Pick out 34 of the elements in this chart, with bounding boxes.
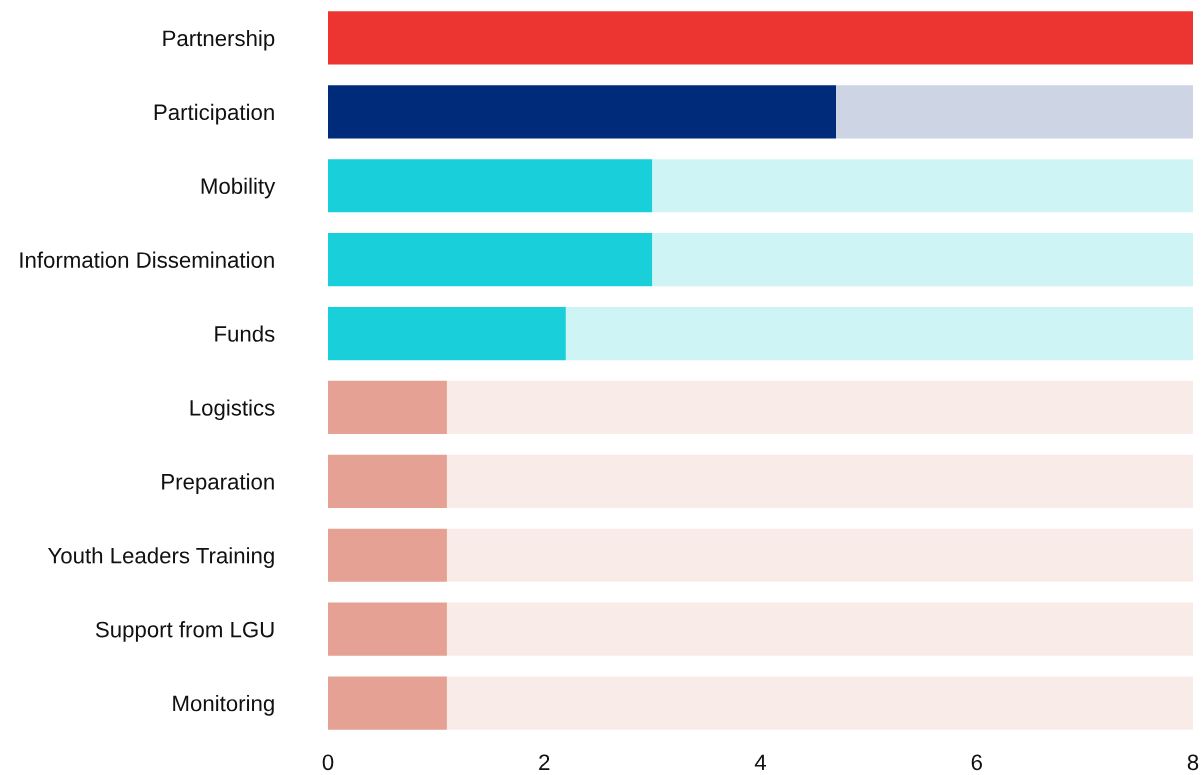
bar — [328, 602, 447, 656]
bar — [446, 602, 1193, 656]
bar — [328, 306, 566, 361]
bar — [328, 454, 447, 508]
y-tick-label: Partnership — [163, 29, 275, 51]
y-tick-label: Support from LGU — [95, 621, 274, 642]
x-tick-label: 0 — [322, 754, 334, 771]
bar — [328, 233, 653, 287]
x-tick-label: 4 — [754, 754, 767, 770]
bar — [446, 380, 1193, 435]
bar — [328, 85, 837, 139]
y-tick-label: Monitoring — [173, 695, 274, 716]
bar — [328, 676, 447, 730]
bar — [328, 528, 447, 582]
x-tick-label: 2 — [539, 754, 550, 770]
x-tick-label: 6 — [971, 754, 982, 771]
bar — [652, 159, 1193, 213]
y-tick-label: Information Dissemination — [20, 251, 274, 268]
bar — [446, 454, 1193, 508]
bar — [328, 11, 1193, 65]
y-tick-label: Mobility — [201, 177, 276, 199]
bar — [328, 159, 653, 213]
bar — [565, 306, 1193, 361]
bar — [446, 676, 1193, 730]
bar — [836, 85, 1193, 139]
y-tick-label: Participation — [154, 103, 274, 125]
y-tick-label: Logistics — [190, 399, 275, 421]
bar — [328, 380, 447, 435]
bar — [652, 233, 1193, 287]
y-tick-label: Preparation — [162, 473, 274, 495]
bar — [446, 528, 1193, 582]
x-tick-label: 8 — [1187, 754, 1199, 771]
y-tick-label: Funds — [215, 325, 275, 342]
y-tick-label: Youth Leaders Training — [47, 547, 274, 568]
